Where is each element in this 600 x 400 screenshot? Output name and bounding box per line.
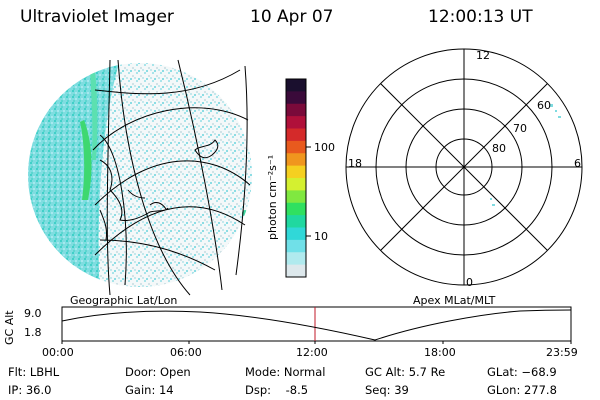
date-label: 10 Apr 07 [250, 7, 334, 27]
colorbar-segment [286, 264, 306, 278]
filter-info: Flt: LBHL [8, 365, 60, 379]
glon-info: GLon: 277.8 [487, 383, 557, 397]
lat-label-60: 60 [537, 99, 551, 112]
altitude-ylabel: GC Alt [3, 310, 16, 345]
colorbar-segment [286, 215, 306, 228]
geographic-caption: Geographic Lat/Lon [70, 294, 178, 307]
colorbar-segment [286, 79, 306, 92]
colorbar-segment [286, 153, 306, 167]
colorbar-segment [286, 140, 306, 154]
colorbar-segment [286, 91, 306, 105]
colorbar-segment [286, 103, 306, 117]
colorbar-tick-100: 100 [314, 141, 335, 154]
mode-info: Mode: Normal [245, 365, 326, 379]
colorbar-segment [286, 202, 306, 216]
colorbar-segment [286, 116, 306, 129]
colorbar-segment [286, 178, 306, 191]
altitude-xtick-2359: 23:59 [546, 346, 578, 359]
glat-info: GLat: −68.9 [487, 365, 557, 379]
mlt-label-12: 12 [476, 49, 490, 62]
altitude-xtick-1200: 12:00 [296, 346, 328, 359]
mlt-label-0: 0 [466, 276, 473, 289]
lat-label-70: 70 [513, 122, 527, 135]
seq-info: Seq: 39 [365, 383, 409, 397]
instrument-title: Ultraviolet Imager [20, 7, 174, 27]
colorbar-tick-10: 10 [314, 230, 328, 243]
ip-info: IP: 36.0 [8, 383, 52, 397]
colorbar-segment [286, 165, 306, 179]
gain-info: Gain: 14 [125, 383, 174, 397]
colorbar-segment [286, 239, 306, 253]
mlt-label-18: 18 [348, 157, 362, 170]
altitude-xtick-0600: 06:00 [170, 346, 202, 359]
mlt-label-6: 6 [574, 157, 581, 170]
polar-caption: Apex MLat/MLT [413, 294, 496, 307]
altitude-ytick-1-8: 1.8 [24, 326, 42, 339]
colorbar-frame [285, 78, 307, 278]
colorbar-segment [286, 128, 306, 142]
altitude-ytick-9: 9.0 [24, 307, 42, 320]
altitude-xtick-1800: 18:00 [424, 346, 456, 359]
altitude-xtick-0000: 00:00 [42, 346, 74, 359]
colorbar-segment [286, 252, 306, 266]
gc-alt-info: GC Alt: 5.7 Re [365, 365, 446, 379]
time-label: 12:00:13 UT [428, 7, 533, 27]
colorbar-segment [286, 190, 306, 204]
door-info: Door: Open [125, 365, 191, 379]
dsp-info: Dsp: -8.5 [245, 383, 309, 397]
colorbar-segment [286, 227, 306, 241]
lat-label-80: 80 [492, 142, 506, 155]
